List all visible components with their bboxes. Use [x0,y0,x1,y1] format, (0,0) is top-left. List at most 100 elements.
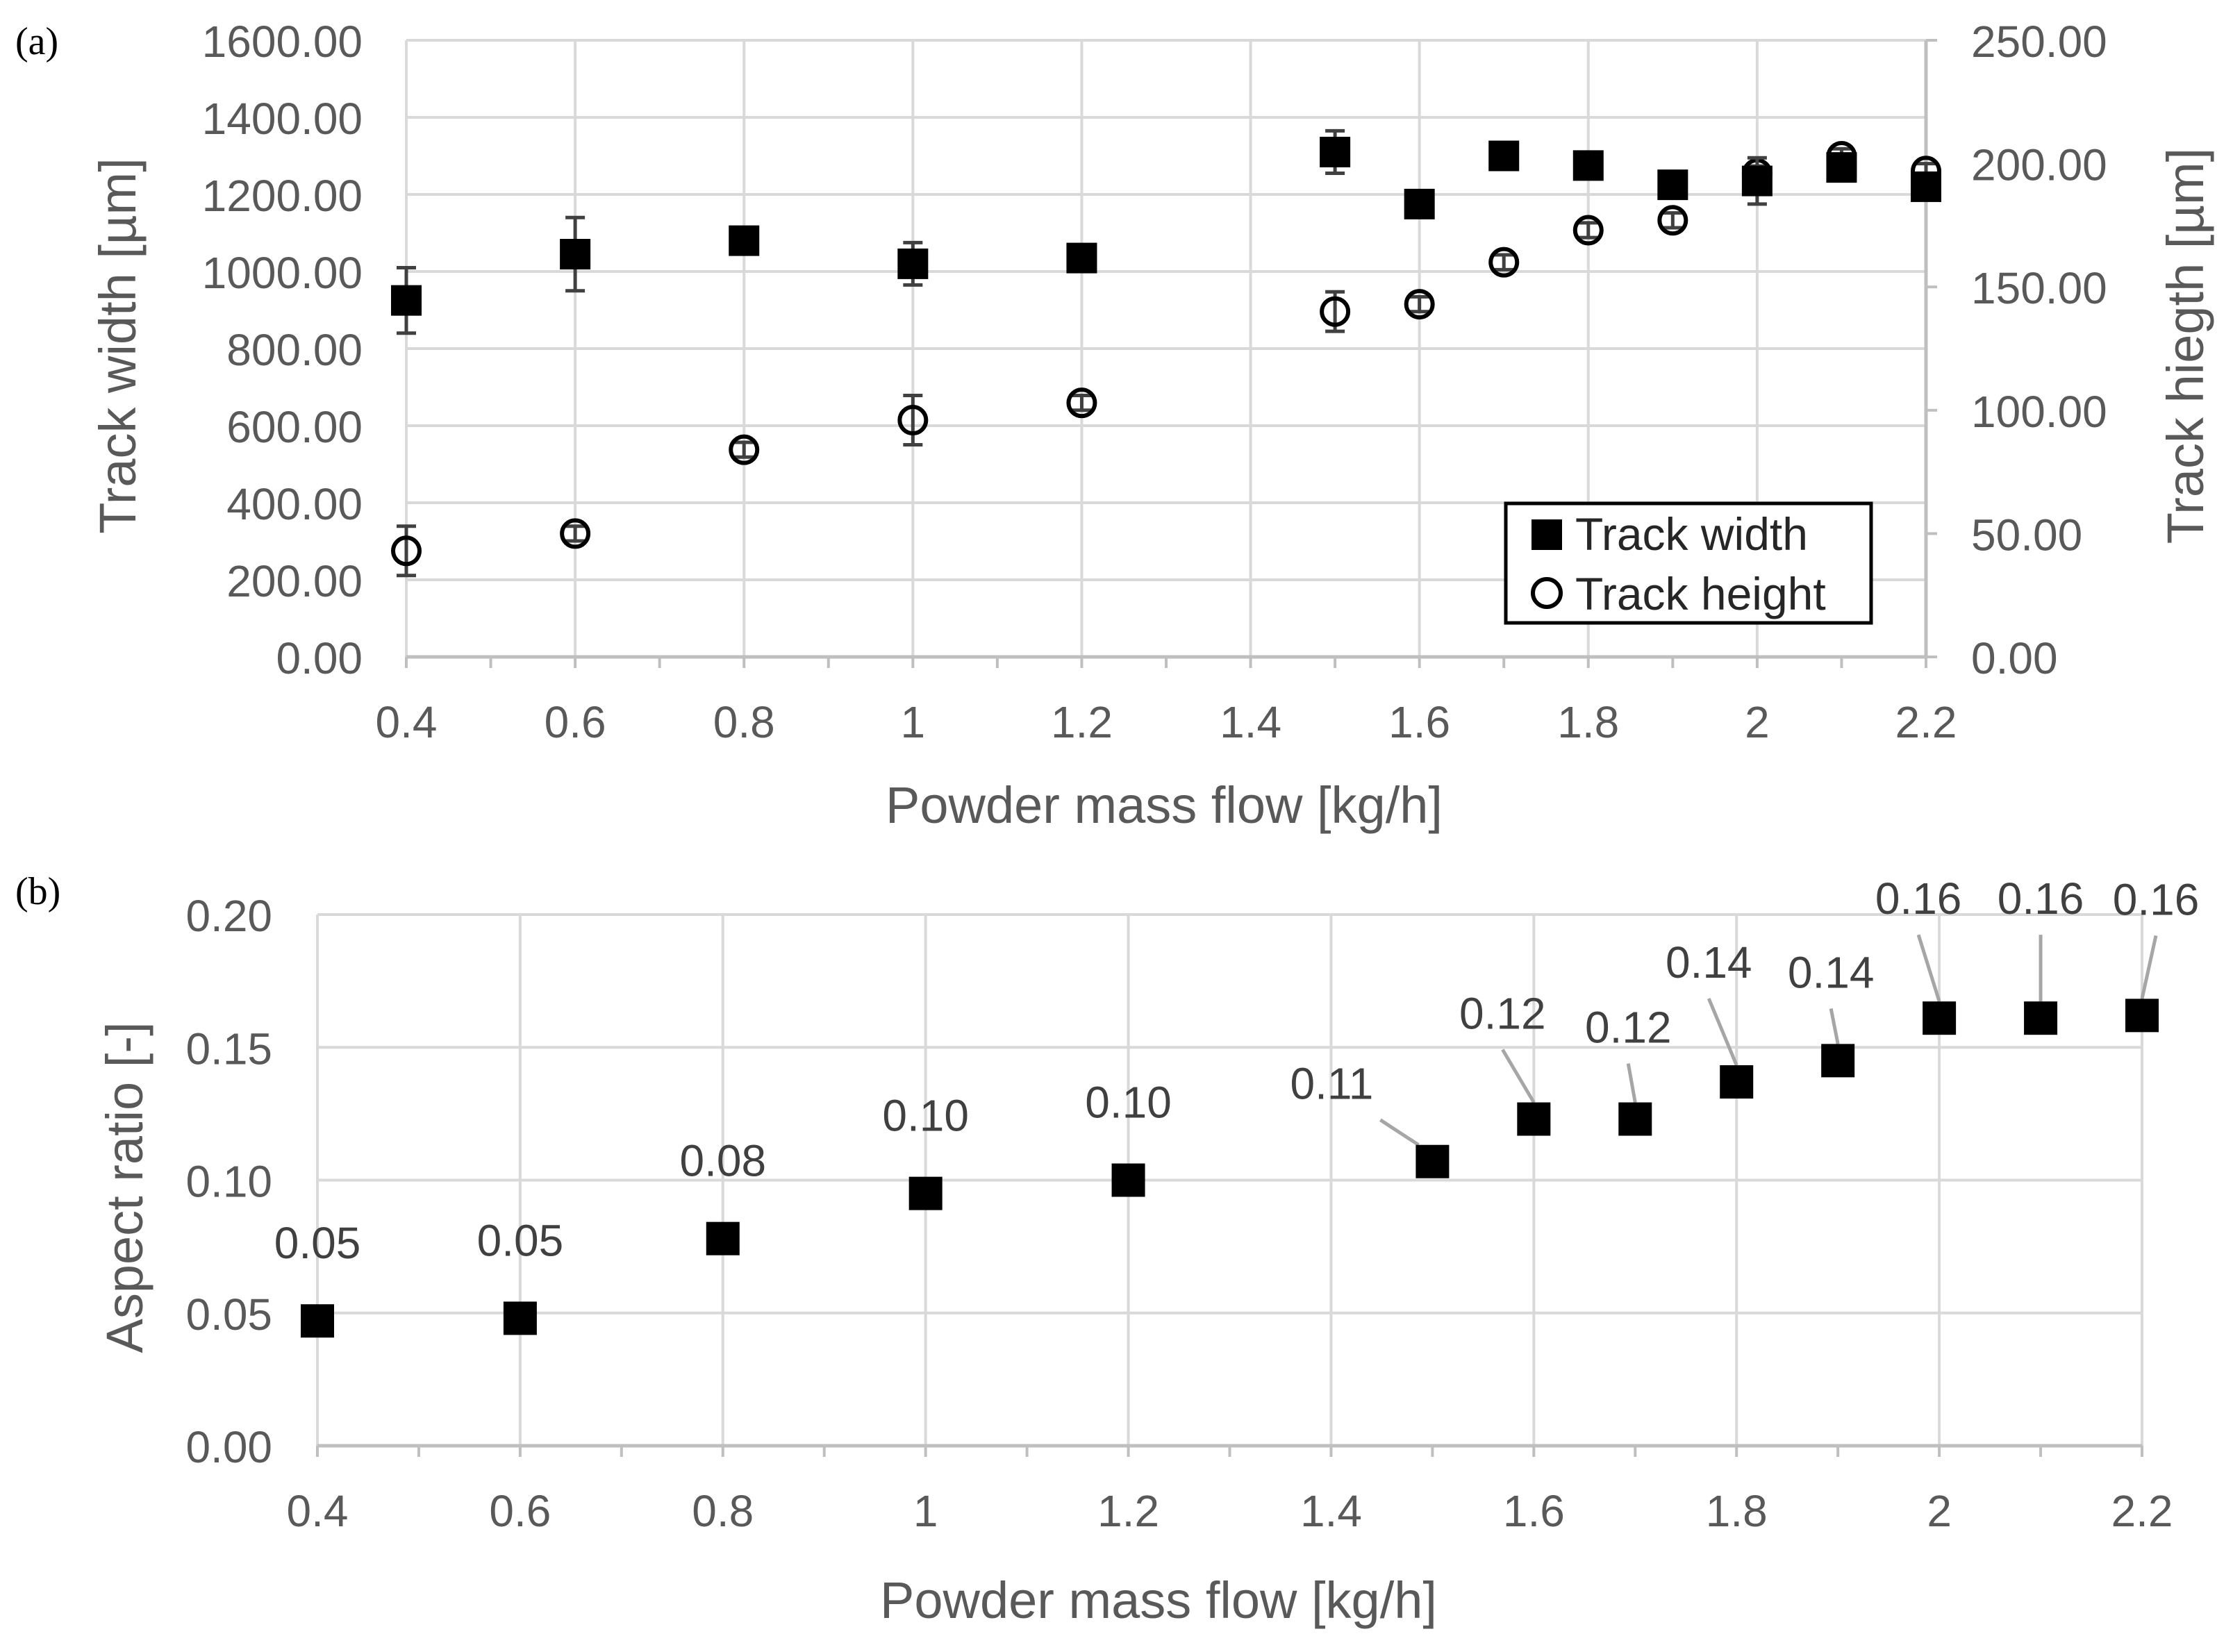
legend: Track width Track height [1504,501,1873,625]
y2-tick-label: 50.00 [1971,510,2082,560]
data-label: 0.10 [882,1091,969,1141]
aspect-ratio-point [1821,1044,1855,1078]
x-tick-label: 0.8 [692,1486,754,1536]
y2-tick-label: 250.00 [1971,17,2107,67]
data-label: 0.12 [1585,1003,1672,1053]
y-tick-label: 800.00 [226,325,363,375]
track-height-point [1657,205,1688,236]
track-width-point [1572,150,1604,181]
panel-b-data-labels: 0.05 0.05 0.08 0.10 0.10 0.11 0.12 0.12 0.14 0.14… [274,874,2200,1268]
y-tick-label: 400.00 [226,479,363,529]
panel-b-y-axis-title: Aspect ratio [-] [96,1021,153,1353]
data-label: 0.14 [1666,937,1752,987]
leader-line [1626,1063,1637,1103]
aspect-ratio-point [2125,999,2159,1033]
track-width-point [1320,136,1351,167]
y-tick-label: 1600.00 [202,17,363,67]
x-tick-label: 2 [1745,697,1770,747]
track-width-point [729,225,760,256]
aspect-ratio-point [1618,1102,1652,1136]
x-tick-label: 0.4 [376,697,438,747]
x-tick-label: 1.4 [1300,1486,1362,1536]
data-label: 0.16 [1875,874,1962,924]
leader-line [1707,998,1738,1066]
x-tick-label: 1.4 [1220,697,1281,747]
aspect-ratio-point [1720,1065,1754,1099]
aspect-ratio-point [503,1301,537,1335]
x-tick-label: 0.4 [287,1486,349,1536]
leader-line [1501,1049,1536,1103]
y-tick-label: 1000.00 [202,248,363,298]
aspect-ratio-point [706,1221,740,1255]
x-tick-label: 1 [913,1486,938,1536]
x-tick-label: 1 [901,697,926,747]
x-tick-label: 1.6 [1503,1486,1565,1536]
y-tick-label: 0.00 [276,633,363,683]
track-width-point [1657,169,1688,201]
legend-label-track-height: Track height [1575,568,1826,619]
x-tick-label: 1.6 [1388,697,1450,747]
track-width-point [1066,242,1097,274]
x-tick-label: 0.6 [545,697,606,747]
leader-line [1916,934,1941,1002]
track-width-point [897,248,929,279]
panel-a-y2-ticks: 0.00 50.00 100.00 150.00 200.00 250.00 [1926,17,2107,683]
x-tick-label: 1.2 [1051,697,1113,747]
y-tick-label: 0.15 [185,1024,272,1074]
data-label: 0.08 [679,1136,766,1186]
aspect-ratio-point [301,1304,334,1338]
track-height-point [1572,215,1604,246]
track-height-point [391,535,422,567]
legend-marker-track-height [1531,577,1563,609]
track-width-point [1488,140,1520,172]
panel-b-marks [301,999,2159,1338]
data-label: 0.11 [1290,1059,1373,1109]
x-tick-label: 0.6 [489,1486,551,1536]
x-tick-label: 2 [1927,1486,1952,1536]
panel-a: (a) 0.4 0.6 0.8 1 1.2 1.4 1.6 1.8 2 2.2 0.00 200.0… [15,17,2214,834]
track-height-point [560,518,591,549]
panel-a-y-axis-title: Track width [µm] [89,158,147,534]
data-label: 0.05 [274,1218,361,1268]
panel-b-leader-lines [1379,934,2158,1146]
x-tick-label: 1.8 [1557,697,1619,747]
y2-tick-label: 150.00 [1971,263,2107,313]
aspect-ratio-point [1923,1001,1957,1035]
track-width-point [1741,165,1773,197]
data-label: 0.10 [1085,1078,1172,1128]
aspect-ratio-point [2024,1001,2058,1035]
panel-b-label: (b) [15,870,60,913]
x-tick-label: 2.2 [1895,697,1957,747]
y-tick-label: 0.05 [185,1290,272,1340]
panel-b-x-axis-title: Powder mass flow [kg/h] [880,1571,1437,1629]
track-height-point [897,405,929,436]
track-width-point [1826,152,1857,183]
x-tick-label: 1.8 [1706,1486,1768,1536]
panel-a-marks [391,128,1941,578]
y-tick-label: 0.00 [185,1422,272,1472]
y-tick-label: 1200.00 [202,171,363,221]
panel-b-y-ticks: 0.00 0.05 0.10 0.15 0.20 [185,891,272,1472]
leader-line [1829,1008,1840,1044]
track-height-point [1488,247,1520,278]
aspect-ratio-point [1111,1163,1145,1197]
panel-b-x-ticks: 0.4 0.6 0.8 1 1.2 1.4 1.6 1.8 2 2.2 [287,1446,2173,1536]
data-label: 0.14 [1788,947,1875,997]
track-width-point [1404,188,1435,219]
data-label: 0.16 [1998,874,2084,924]
legend-marker-track-width [1531,519,1562,550]
track-width-point [391,285,422,316]
y2-tick-label: 100.00 [1971,387,2107,437]
data-label: 0.12 [1459,989,1546,1039]
panel-a-x-axis-title: Powder mass flow [kg/h] [886,776,1443,834]
x-tick-label: 0.8 [713,697,775,747]
x-tick-label: 1.2 [1097,1486,1159,1536]
legend-label-track-width: Track width [1575,508,1808,560]
y-tick-label: 0.10 [185,1157,272,1207]
panel-b: (b) 0.4 0.6 0.8 1 1.2 1.4 1.6 1.8 2 2.2 0.000.050… [15,870,2199,1629]
track-width-point [1911,171,1941,202]
x-tick-label: 2.2 [2111,1486,2173,1536]
aspect-ratio-point [1517,1102,1551,1136]
data-label: 0.16 [2113,874,2200,924]
